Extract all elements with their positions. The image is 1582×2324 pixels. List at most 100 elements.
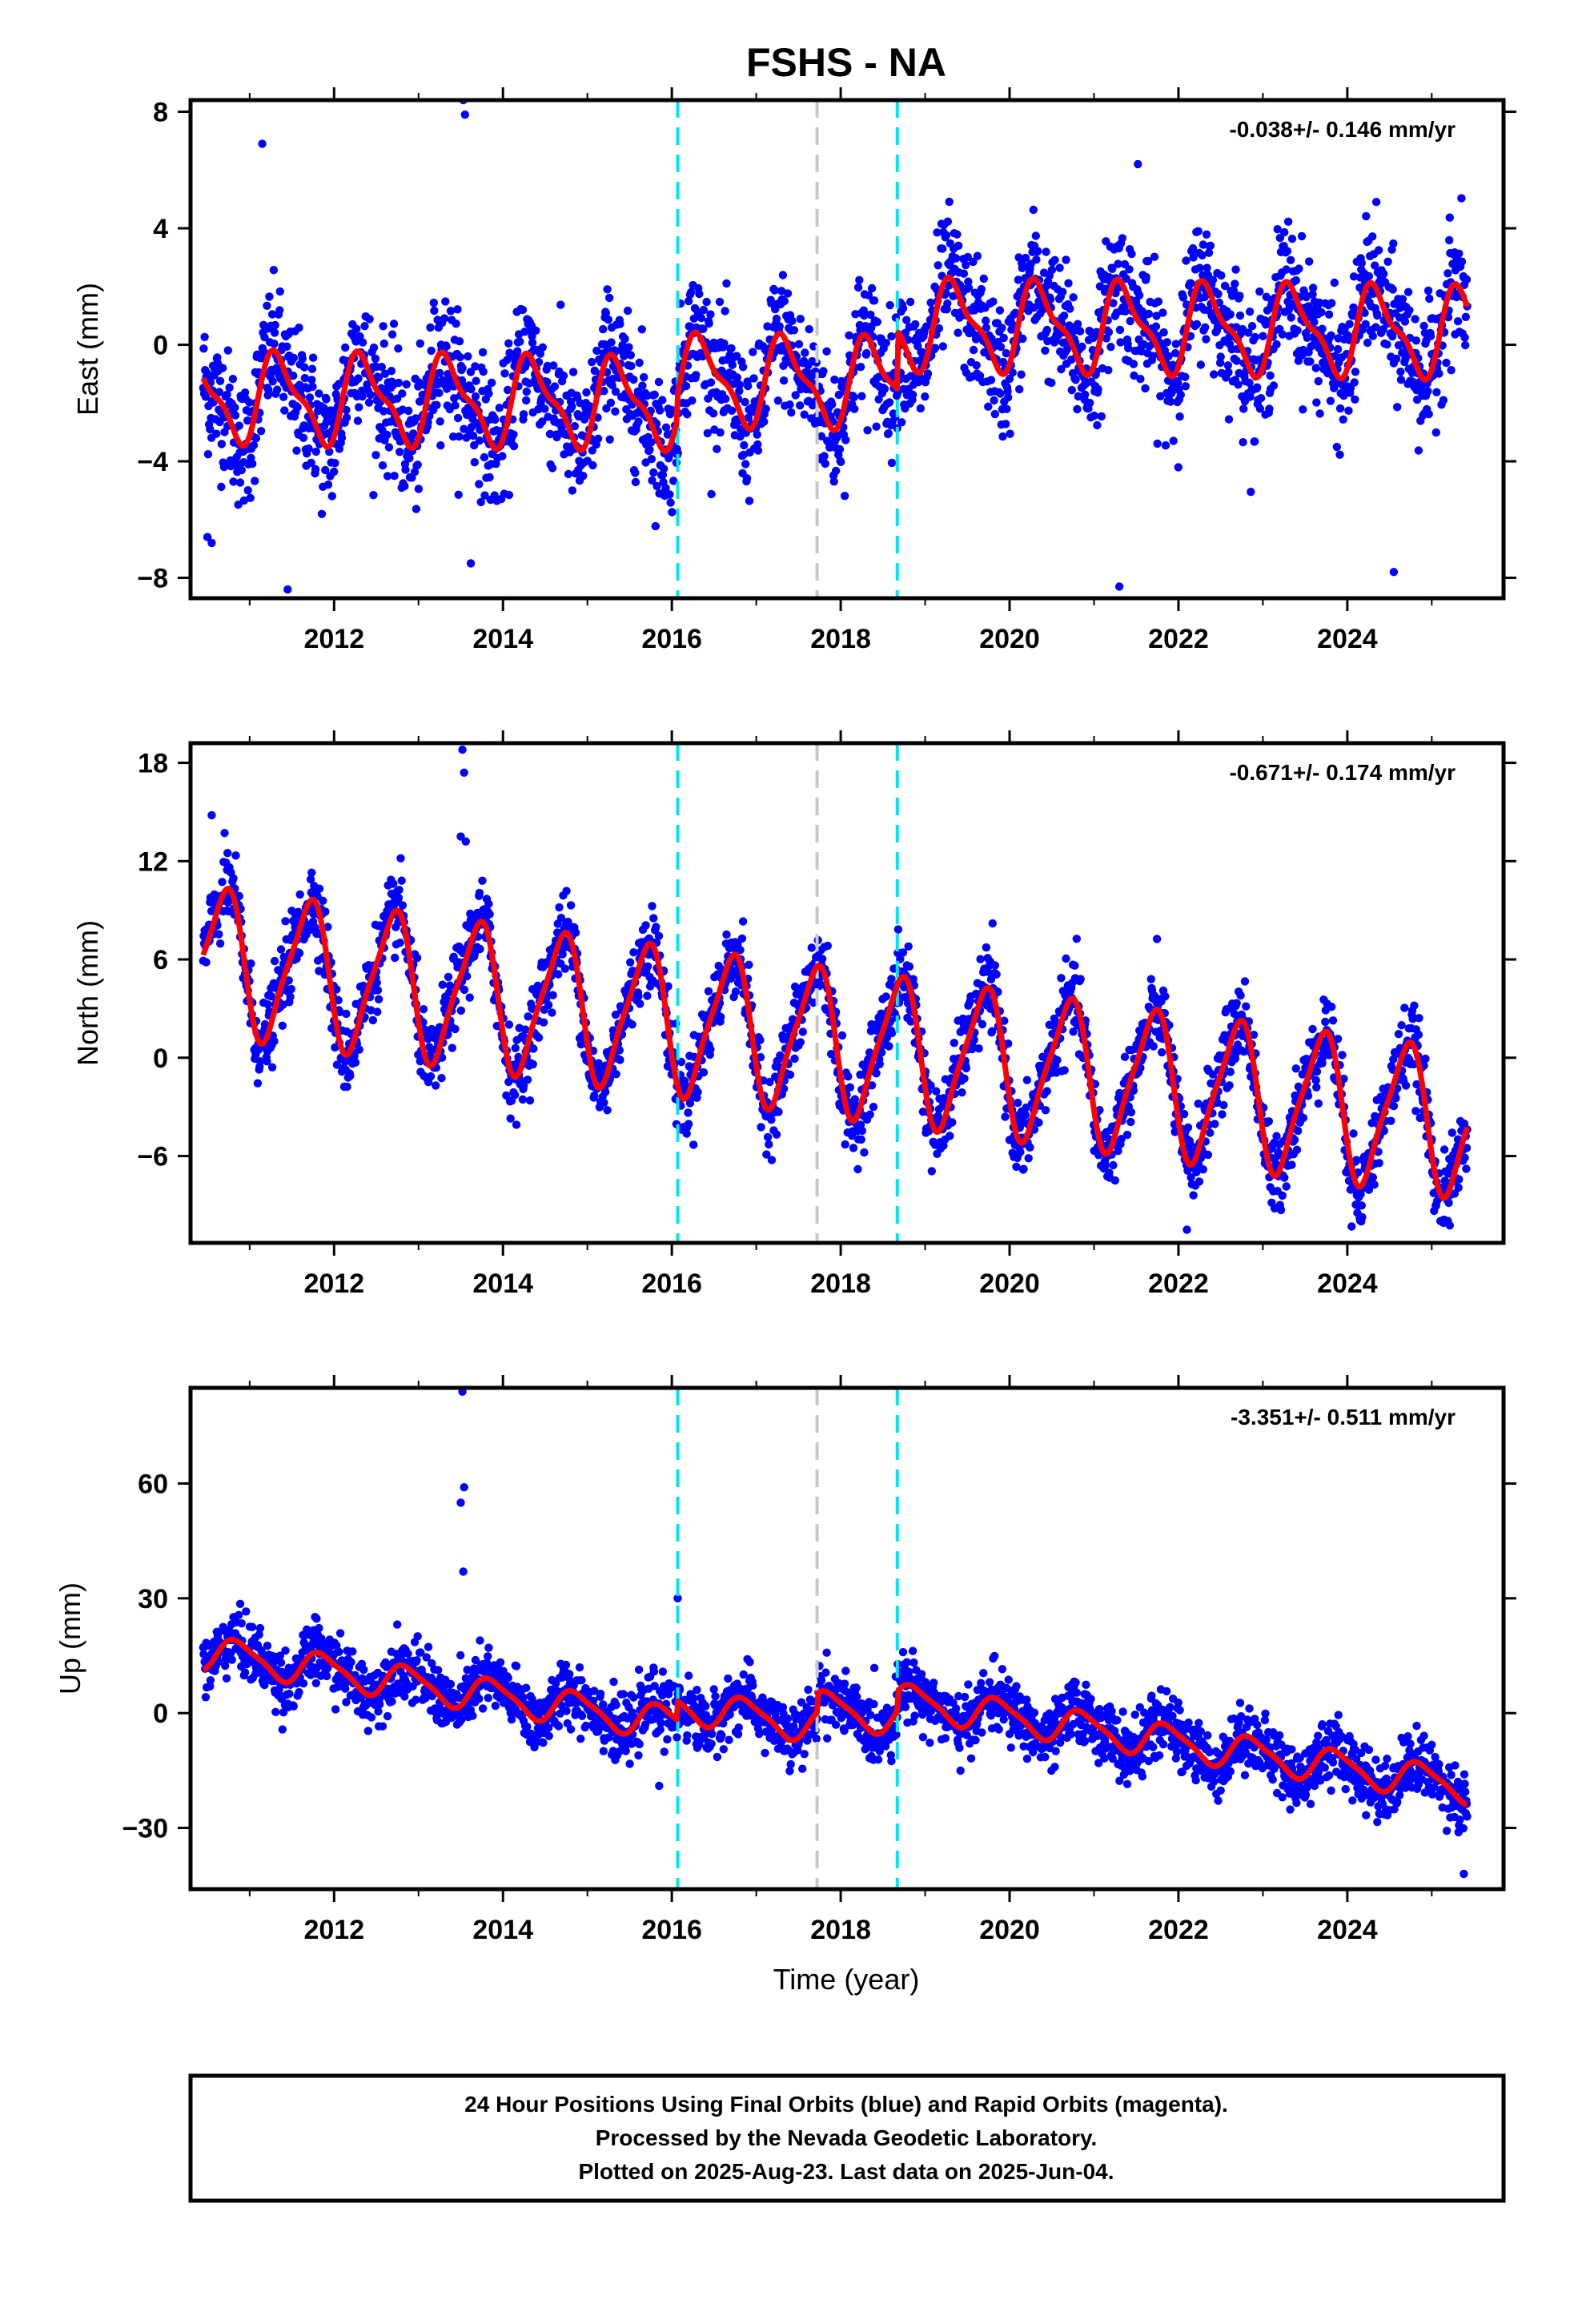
data-point bbox=[234, 501, 243, 509]
data-point bbox=[706, 310, 715, 319]
data-point bbox=[634, 991, 643, 1001]
data-point bbox=[780, 296, 789, 306]
data-point bbox=[504, 490, 514, 500]
data-point bbox=[801, 348, 809, 357]
data-point bbox=[1001, 1112, 1010, 1121]
data-point bbox=[669, 476, 678, 485]
data-point bbox=[203, 450, 213, 459]
data-point bbox=[608, 380, 616, 390]
outlier-point bbox=[1389, 568, 1399, 577]
outlier-point bbox=[460, 111, 469, 119]
data-point bbox=[841, 436, 850, 444]
data-point bbox=[904, 942, 913, 951]
data-point bbox=[1189, 253, 1198, 262]
data-point bbox=[1245, 308, 1255, 316]
data-point bbox=[1266, 371, 1275, 380]
data-point bbox=[1368, 332, 1378, 340]
data-point bbox=[1041, 346, 1050, 355]
data-point bbox=[623, 306, 632, 316]
data-point bbox=[1014, 1099, 1022, 1108]
data-point bbox=[661, 484, 670, 493]
data-point bbox=[1251, 437, 1259, 446]
data-point bbox=[1195, 263, 1204, 272]
data-point bbox=[1214, 289, 1223, 299]
data-point bbox=[1461, 312, 1471, 321]
data-point bbox=[504, 1020, 514, 1029]
data-point bbox=[735, 387, 744, 396]
data-point bbox=[607, 338, 616, 347]
data-point bbox=[1273, 225, 1282, 234]
data-point bbox=[275, 287, 284, 296]
data-point bbox=[464, 352, 472, 361]
data-point bbox=[909, 975, 917, 983]
data-point bbox=[1319, 1049, 1328, 1059]
data-point bbox=[364, 398, 374, 407]
data-point bbox=[1210, 370, 1219, 379]
data-point bbox=[699, 305, 709, 315]
data-point bbox=[828, 400, 837, 409]
data-point bbox=[293, 403, 302, 412]
data-point bbox=[1373, 311, 1382, 320]
data-point bbox=[323, 480, 333, 489]
data-point bbox=[455, 432, 464, 441]
data-point bbox=[231, 403, 239, 412]
data-point bbox=[520, 1025, 530, 1034]
data-point bbox=[643, 991, 652, 1000]
data-point bbox=[1276, 1205, 1286, 1215]
data-point bbox=[1122, 274, 1131, 283]
data-point bbox=[436, 417, 444, 426]
data-point bbox=[1050, 1014, 1059, 1023]
data-point bbox=[516, 337, 524, 346]
data-point bbox=[229, 874, 238, 883]
data-point bbox=[554, 970, 563, 979]
data-point bbox=[1199, 1165, 1208, 1174]
data-point bbox=[1078, 342, 1086, 352]
data-point bbox=[1425, 294, 1434, 304]
data-point bbox=[954, 241, 963, 250]
data-point bbox=[1064, 279, 1073, 287]
data-point bbox=[568, 486, 577, 495]
data-point bbox=[1181, 382, 1191, 391]
data-point bbox=[785, 1070, 795, 1080]
data-point bbox=[654, 931, 664, 941]
data-point bbox=[1442, 358, 1451, 368]
data-point bbox=[860, 311, 869, 320]
data-point bbox=[829, 477, 838, 486]
data-point bbox=[1232, 356, 1241, 365]
data-point bbox=[1006, 429, 1014, 438]
data-point bbox=[1101, 1161, 1110, 1170]
data-point bbox=[893, 925, 903, 934]
data-point bbox=[1315, 409, 1324, 418]
data-point bbox=[1154, 297, 1163, 306]
data-point bbox=[629, 948, 638, 957]
outlier-point bbox=[466, 559, 476, 568]
data-point bbox=[984, 967, 993, 976]
data-point bbox=[745, 497, 754, 505]
data-point bbox=[643, 962, 652, 971]
data-point bbox=[396, 939, 404, 947]
data-point bbox=[1179, 1109, 1189, 1119]
data-point bbox=[235, 891, 243, 901]
x-tick-label: 2014 bbox=[472, 624, 533, 654]
data-point bbox=[850, 404, 859, 413]
data-point bbox=[1196, 360, 1206, 369]
data-point bbox=[749, 348, 757, 356]
data-point bbox=[1333, 344, 1343, 354]
data-point bbox=[834, 390, 844, 400]
data-point bbox=[321, 465, 330, 475]
data-point bbox=[986, 376, 996, 384]
data-point bbox=[402, 380, 411, 389]
data-point bbox=[1127, 249, 1136, 259]
data-point bbox=[218, 878, 227, 887]
data-point bbox=[627, 361, 636, 371]
data-point bbox=[982, 324, 991, 332]
data-point bbox=[998, 324, 1006, 332]
data-point bbox=[1004, 1039, 1013, 1048]
data-point bbox=[263, 1000, 272, 1009]
data-point bbox=[867, 283, 877, 293]
data-point bbox=[1455, 249, 1464, 258]
data-point bbox=[1457, 257, 1467, 266]
data-point bbox=[902, 316, 911, 324]
data-point bbox=[1220, 1031, 1229, 1039]
data-point bbox=[1310, 318, 1319, 327]
